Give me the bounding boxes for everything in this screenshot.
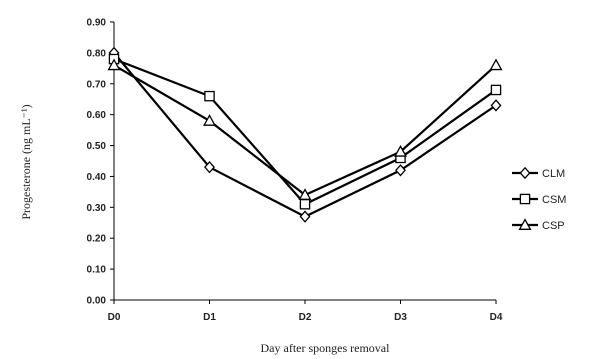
y-tick-label: 0.60 [87,110,107,121]
y-axis-title: Progesterone (ng mL⁻¹) [19,104,33,219]
x-axis-title: Day after sponges removal [261,341,391,355]
y-tick-label: 0.80 [87,48,107,59]
y-tick-label: 0.70 [87,79,107,90]
data-point-clm-marker [299,210,311,223]
legend-item-csm: CSM [512,193,566,206]
data-point-csp-marker [393,144,408,157]
x-tick-label: D0 [108,312,121,323]
x-tick-label: D3 [394,312,407,323]
legend-label-csp: CSP [542,220,565,232]
legend-csp-marker [518,218,532,230]
series-clm [108,46,502,223]
legend-item-csp: CSP [512,218,565,232]
x-tick-label: D2 [299,312,312,323]
y-tick-label: 0.30 [87,203,107,214]
data-point-csp-marker [489,58,503,71]
data-point-csp-marker [298,188,312,200]
data-point-clm-marker [395,164,406,177]
series-layer [107,46,503,223]
data-point-clm-marker [204,160,215,174]
series-csm [108,53,502,210]
y-tick-label: 0.90 [87,18,107,29]
data-point-csm-marker [490,84,502,96]
axes: 0.00 0.10 0.20 0.30 0.40 0.50 0.60 0.70 0.80 0.90… [87,18,503,324]
series-csp [107,58,503,200]
legend: CLM CSM CSP [512,166,566,232]
y-tick-label: 0.20 [87,234,107,245]
legend-label-clm: CLM [542,168,565,180]
y-tick-label: 0.00 [87,296,107,307]
series-line-csm [113,58,497,206]
data-point-csm-marker [299,198,311,210]
legend-label-csm: CSM [542,194,566,206]
data-point-csp-marker [107,58,121,71]
y-tick-label: 0.10 [87,265,107,276]
data-point-csm-marker [204,90,215,102]
legend-clm-marker [519,166,531,180]
legend-item-clm: CLM [512,166,565,180]
x-tick-label: D1 [203,312,216,323]
data-point-csp-marker [202,114,217,126]
legend-csm-marker [519,193,531,205]
data-point-clm-marker [490,99,502,112]
y-tick-label: 0.50 [87,141,107,152]
y-tick-label: 0.40 [87,172,107,183]
x-tick-label: D4 [490,312,503,323]
